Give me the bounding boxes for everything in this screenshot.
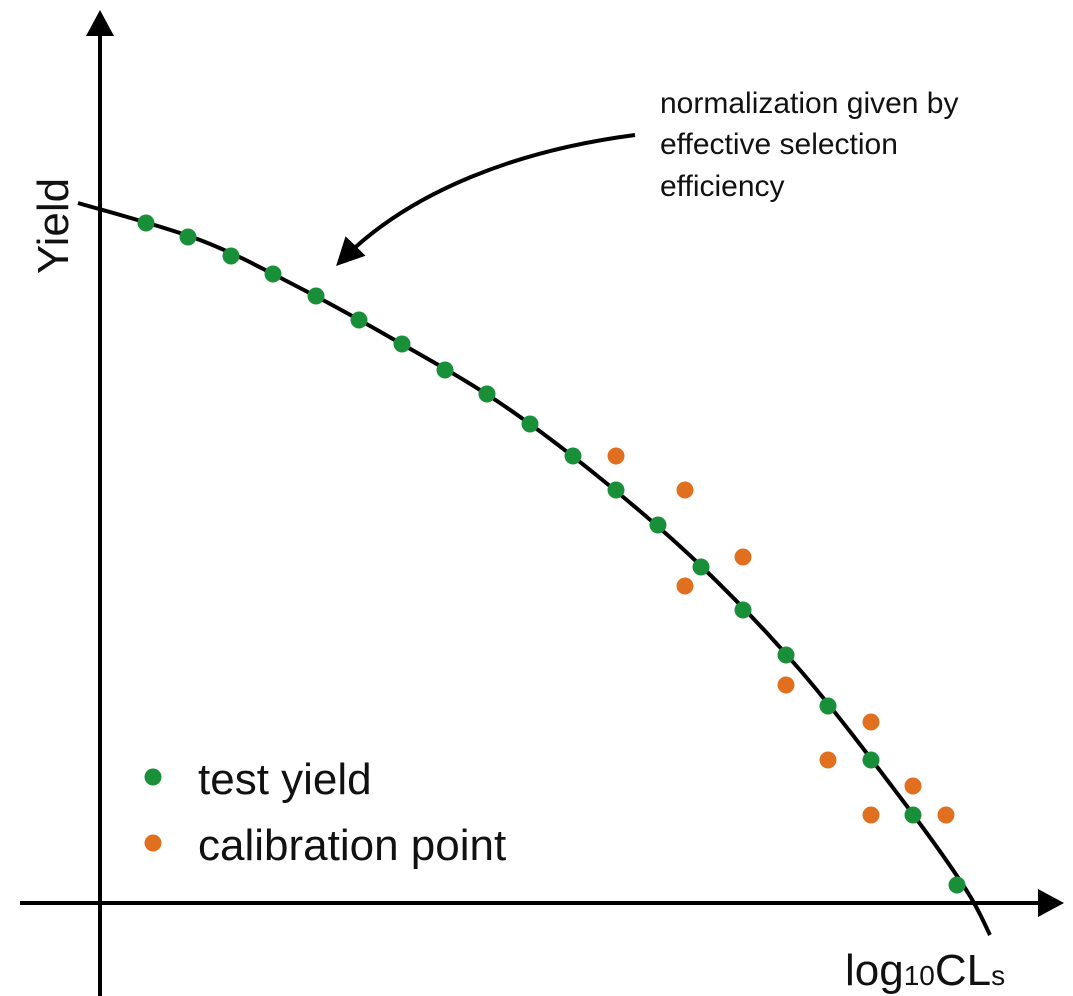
x-axis-label: log10CLs: [845, 946, 1005, 995]
data-point: [862, 806, 880, 824]
data-point: [607, 481, 625, 499]
data-point: [307, 287, 325, 305]
data-point: [478, 385, 496, 403]
data-point: [862, 713, 880, 731]
data-point: [777, 676, 795, 694]
data-point: [904, 806, 922, 824]
data-point: [649, 516, 667, 534]
data-point: [222, 247, 240, 265]
legend-marker: [144, 768, 162, 786]
data-point: [137, 214, 155, 232]
x-axis-arrow: [1038, 889, 1064, 917]
legend-label: test yield: [198, 755, 372, 804]
annotation: effective selection: [660, 128, 898, 161]
data-point: [676, 481, 694, 499]
annotation: normalization given by: [660, 87, 959, 120]
data-point: [777, 646, 795, 664]
annotation-arrow: [336, 133, 636, 267]
data-point: [948, 876, 966, 894]
y-axis-arrow: [86, 10, 114, 36]
data-point: [819, 697, 837, 715]
x-label-sub: s: [991, 960, 1005, 991]
y-axis-label: Yield: [29, 178, 78, 274]
data-point: [393, 335, 411, 353]
data-point: [692, 558, 710, 576]
data-point: [436, 361, 454, 379]
legend-label: calibration point: [198, 821, 506, 870]
data-point: [350, 311, 368, 329]
x-label-sub: 10: [904, 960, 935, 991]
data-point: [607, 447, 625, 465]
x-label-part: CL: [935, 946, 991, 995]
x-label-part: log: [845, 946, 904, 995]
data-point: [819, 751, 837, 769]
annotation: efficiency: [660, 170, 785, 203]
data-point: [862, 751, 880, 769]
data-point: [904, 777, 922, 795]
data-point: [521, 415, 539, 433]
data-point: [179, 228, 197, 246]
data-point: [734, 548, 752, 566]
data-point: [676, 577, 694, 595]
data-point: [564, 447, 582, 465]
data-point: [264, 265, 282, 283]
legend-marker: [144, 834, 162, 852]
data-point: [734, 601, 752, 619]
data-point: [937, 806, 955, 824]
